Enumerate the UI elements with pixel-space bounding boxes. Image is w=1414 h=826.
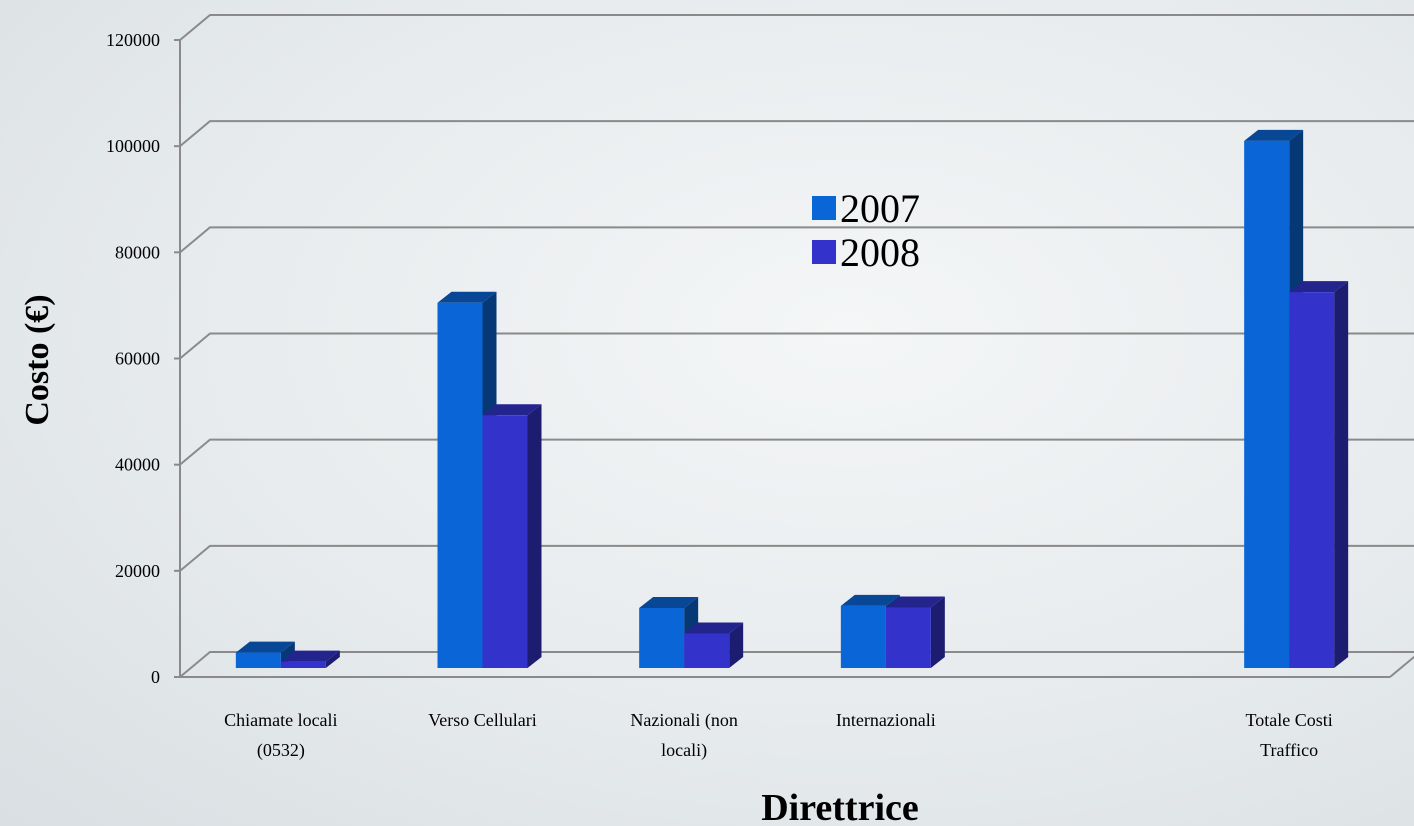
- y-axis-title: Costo (€): [19, 294, 56, 425]
- bar-2008: [684, 622, 744, 668]
- y-tick-label: 100000: [106, 136, 160, 156]
- bar-2008: [280, 650, 340, 668]
- gridline: [179, 438, 1414, 466]
- x-tick-label: Nazionali (non: [630, 710, 737, 731]
- x-tick-label: Totale Costi: [1246, 710, 1333, 730]
- floor-edge: [1389, 655, 1414, 678]
- y-tick-label: 120000: [106, 30, 160, 50]
- chart-gridlines: [179, 14, 1414, 678]
- x-tick-label: locali): [661, 740, 707, 761]
- bar-2008: [1289, 281, 1349, 668]
- chart-bars: [235, 129, 1349, 668]
- legend-swatch: [812, 196, 836, 220]
- y-tick-label: 20000: [115, 561, 160, 581]
- y-tick-label: 60000: [115, 349, 160, 369]
- bar-2008: [482, 404, 542, 668]
- y-tick-label: 80000: [115, 242, 160, 262]
- x-tick-label: Internazionali: [836, 710, 936, 730]
- gridline: [179, 332, 1414, 360]
- legend-swatch: [812, 240, 836, 264]
- x-axis-title: Direttrice: [761, 787, 919, 826]
- legend-label: 2008: [840, 230, 920, 275]
- x-tick-label: (0532): [257, 740, 305, 761]
- y-tick-label: 0: [151, 667, 160, 687]
- x-tick-label: Traffico: [1260, 740, 1318, 760]
- y-axis-ticks: 0 20000 40000 60000 80000 100000 120000: [106, 30, 180, 687]
- y-tick-label: 40000: [115, 455, 160, 475]
- gridline: [179, 120, 1414, 147]
- gridline: [179, 651, 1414, 678]
- bar-2008: [885, 596, 945, 668]
- x-tick-label: Chiamate locali: [224, 710, 337, 730]
- legend-label: 2007: [840, 186, 920, 231]
- gridline: [179, 226, 1414, 254]
- x-axis-ticks: Chiamate locali (0532) Verso Cellulari Nazi…: [224, 710, 1333, 761]
- x-tick-label: Verso Cellulari: [428, 710, 536, 730]
- gridline: [179, 14, 1414, 41]
- gridline: [179, 544, 1414, 572]
